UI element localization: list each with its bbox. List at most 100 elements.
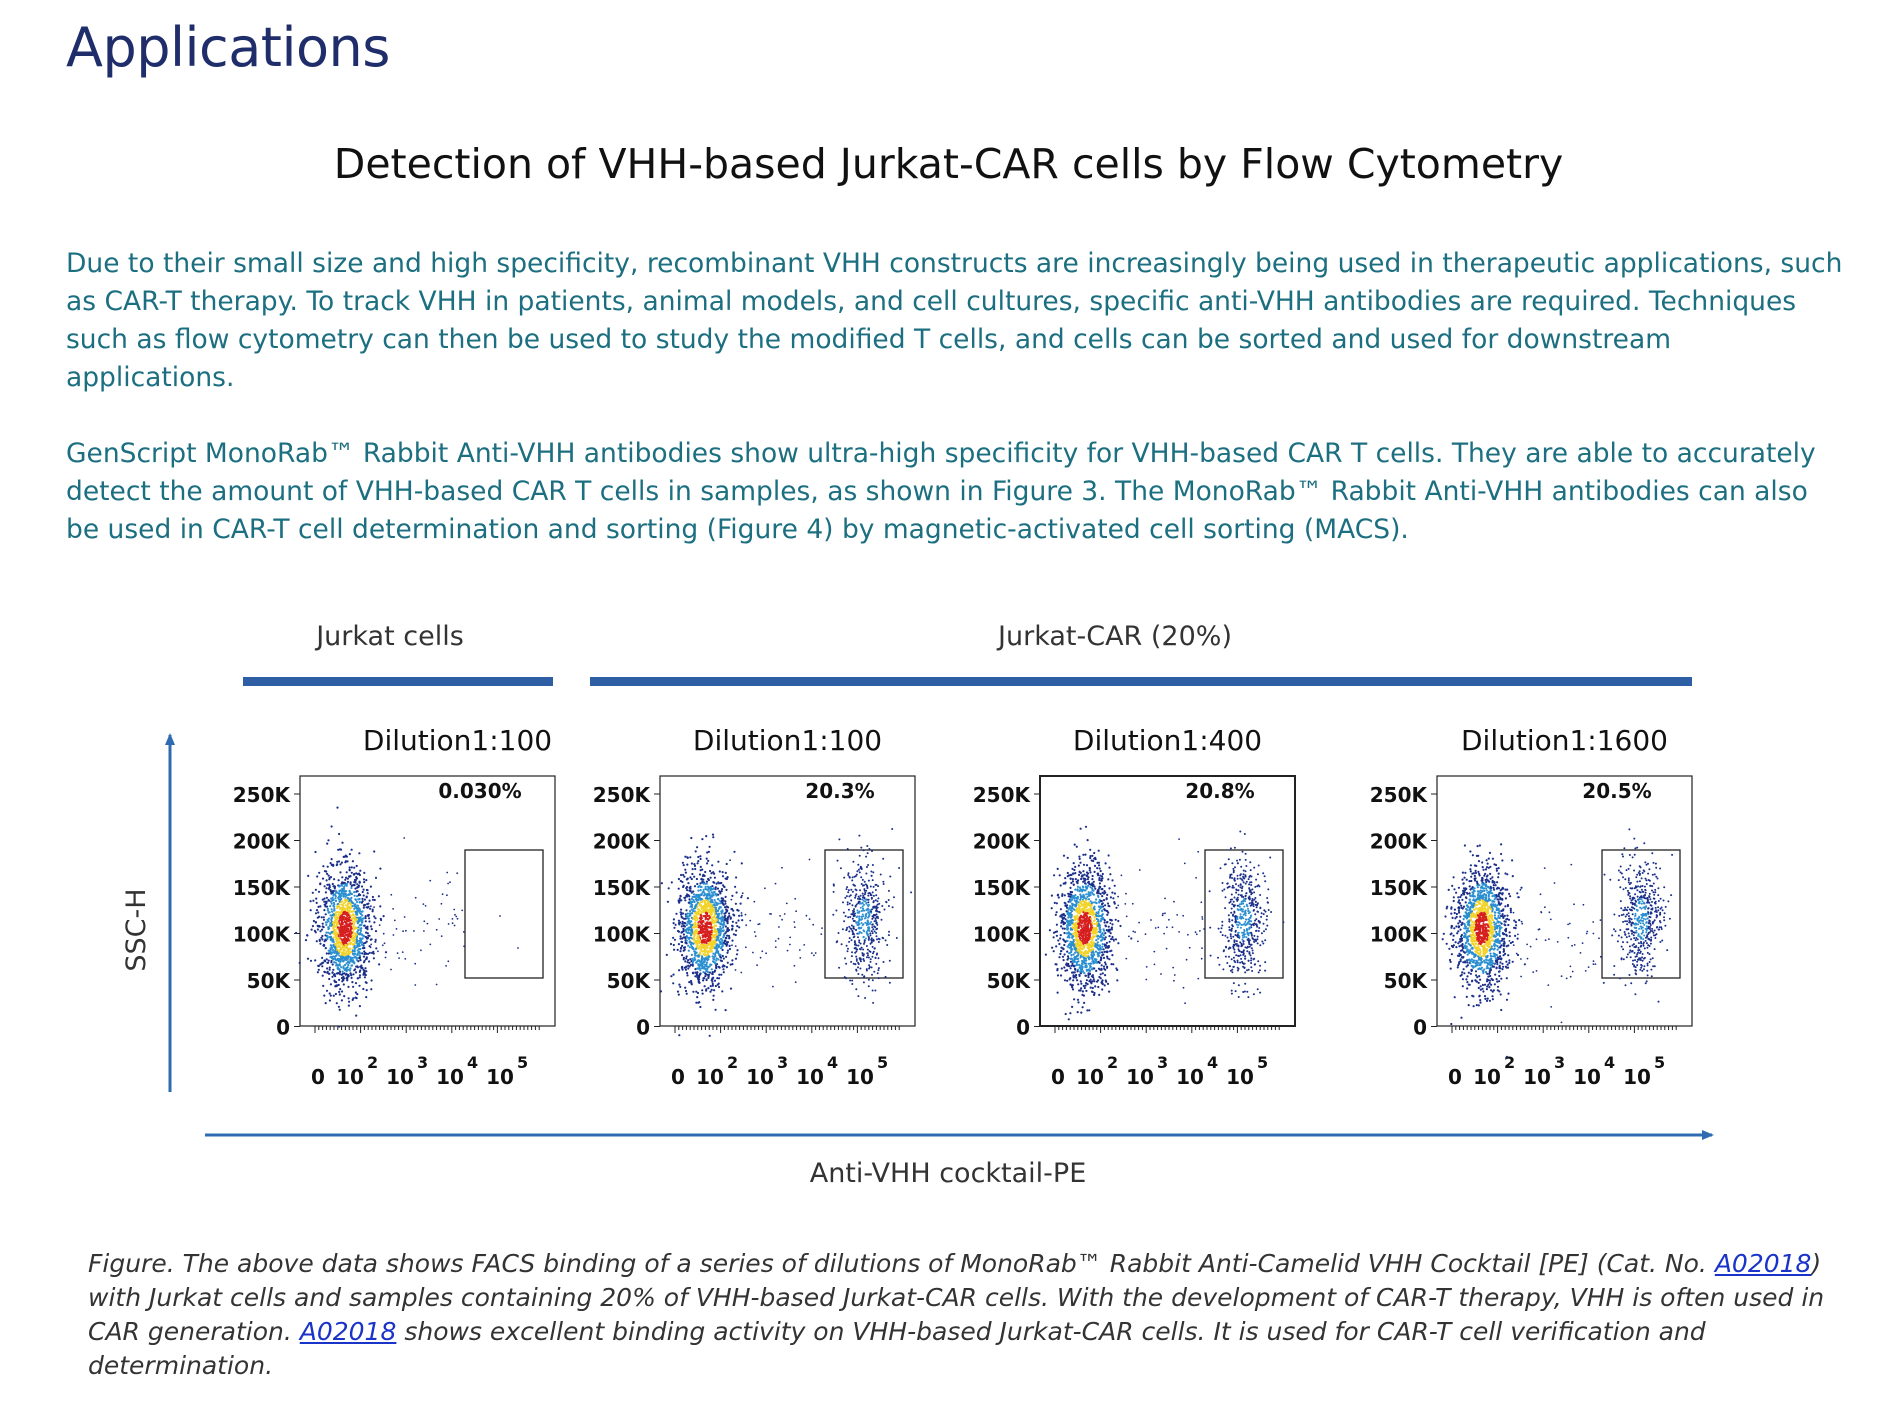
cell-dot: [696, 917, 699, 920]
cell-dot: [876, 923, 879, 926]
cell-dot: [1114, 938, 1118, 941]
cell-dot: [330, 923, 333, 926]
cell-dot: [848, 876, 851, 879]
cell-dot: [1071, 971, 1074, 974]
cell-dot: [846, 901, 849, 904]
cell-dot: [722, 971, 725, 974]
cell-dot: [347, 960, 350, 963]
cell-dot: [1044, 953, 1047, 956]
cell-dot: [331, 975, 334, 978]
cell-dot: [1088, 1009, 1091, 1012]
cell-dot: [853, 947, 856, 950]
cell-dot: [320, 928, 324, 931]
cell-dot: [698, 1001, 701, 1004]
cell-dot: [843, 920, 846, 923]
cell-dot: [706, 902, 709, 905]
cell-dot: [329, 983, 332, 986]
cell-dot: [330, 920, 333, 923]
cell-dot: [844, 957, 846, 960]
cell-dot: [688, 928, 691, 931]
cell-dot: [774, 940, 777, 942]
cell-dot: [877, 937, 880, 940]
cell-dot: [340, 973, 343, 976]
cell-dot: [1089, 940, 1093, 943]
cell-dot: [731, 959, 734, 962]
cell-dot: [688, 937, 691, 940]
cell-dot: [681, 861, 685, 864]
cell-dot: [702, 878, 705, 881]
cell-dot: [680, 913, 683, 916]
cell-dot: [353, 894, 356, 897]
cell-dot: [359, 952, 362, 955]
cell-dot: [871, 955, 874, 958]
cell-dot: [357, 909, 360, 912]
cell-dot: [717, 860, 720, 863]
cell-dot: [441, 893, 444, 896]
cell-dot: [334, 897, 337, 900]
cell-dot: [1064, 940, 1067, 943]
cell-dot: [695, 961, 698, 964]
cell-dot: [347, 934, 350, 937]
cell-dot: [858, 910, 861, 913]
cell-dot: [702, 979, 705, 982]
cell-dot: [1098, 914, 1102, 917]
cell-dot: [1106, 913, 1109, 916]
cell-dot: [1087, 884, 1090, 888]
cell-dot: [356, 993, 359, 996]
cell-dot: [1115, 967, 1118, 970]
cell-dot: [335, 934, 338, 937]
cell-dot: [338, 993, 341, 996]
cell-dot: [857, 936, 859, 939]
cell-dot: [690, 928, 693, 931]
x-tick-label: 0: [311, 1065, 325, 1089]
cell-dot: [867, 907, 869, 910]
cell-dot: [324, 913, 327, 916]
cell-dot: [316, 875, 319, 878]
cell-dot: [1059, 934, 1062, 937]
cell-dot: [847, 908, 850, 911]
cell-dot: [683, 946, 687, 949]
cell-dot: [366, 932, 369, 935]
cell-dot: [1093, 922, 1096, 925]
cell-dot: [698, 945, 701, 948]
cell-dot: [1050, 894, 1053, 897]
cell-dot: [329, 955, 332, 959]
cell-dot: [328, 924, 332, 927]
cell-dot: [1071, 902, 1074, 905]
cell-dot: [847, 947, 849, 950]
cell-dot: [368, 899, 371, 902]
x-tick-exponent: 3: [417, 1053, 428, 1072]
cell-dot: [887, 905, 890, 907]
cell-dot: [345, 882, 349, 885]
cell-dot: [757, 923, 760, 926]
cell-dot: [334, 925, 337, 928]
cell-dot: [721, 944, 724, 947]
cell-dot: [713, 958, 716, 961]
cell-dot: [306, 957, 310, 960]
cell-dot: [360, 921, 364, 924]
cell-dot: [362, 961, 366, 964]
cell-dot: [847, 891, 850, 894]
cell-dot: [1098, 975, 1101, 979]
cell-dot: [371, 898, 375, 901]
cell-dot: [370, 928, 373, 931]
cell-dot: [1104, 862, 1107, 865]
cell-dot: [706, 950, 709, 953]
cell-dot: [334, 899, 338, 902]
cell-dot: [872, 928, 875, 931]
cell-dot: [344, 895, 347, 898]
cell-dot: [346, 938, 349, 941]
cell-dot: [684, 986, 687, 989]
cell-dot: [334, 945, 337, 948]
cell-dot: [698, 873, 702, 876]
cell-dot: [349, 938, 352, 941]
cell-dot: [358, 924, 361, 927]
cell-dot: [695, 928, 698, 931]
cell-dot: [711, 918, 714, 922]
cell-dot: [338, 968, 341, 971]
cell-dot: [1097, 985, 1100, 989]
cell-dot: [862, 894, 865, 897]
cell-dot: [1076, 939, 1079, 942]
cell-dot: [370, 979, 373, 982]
cell-dot: [330, 858, 333, 861]
